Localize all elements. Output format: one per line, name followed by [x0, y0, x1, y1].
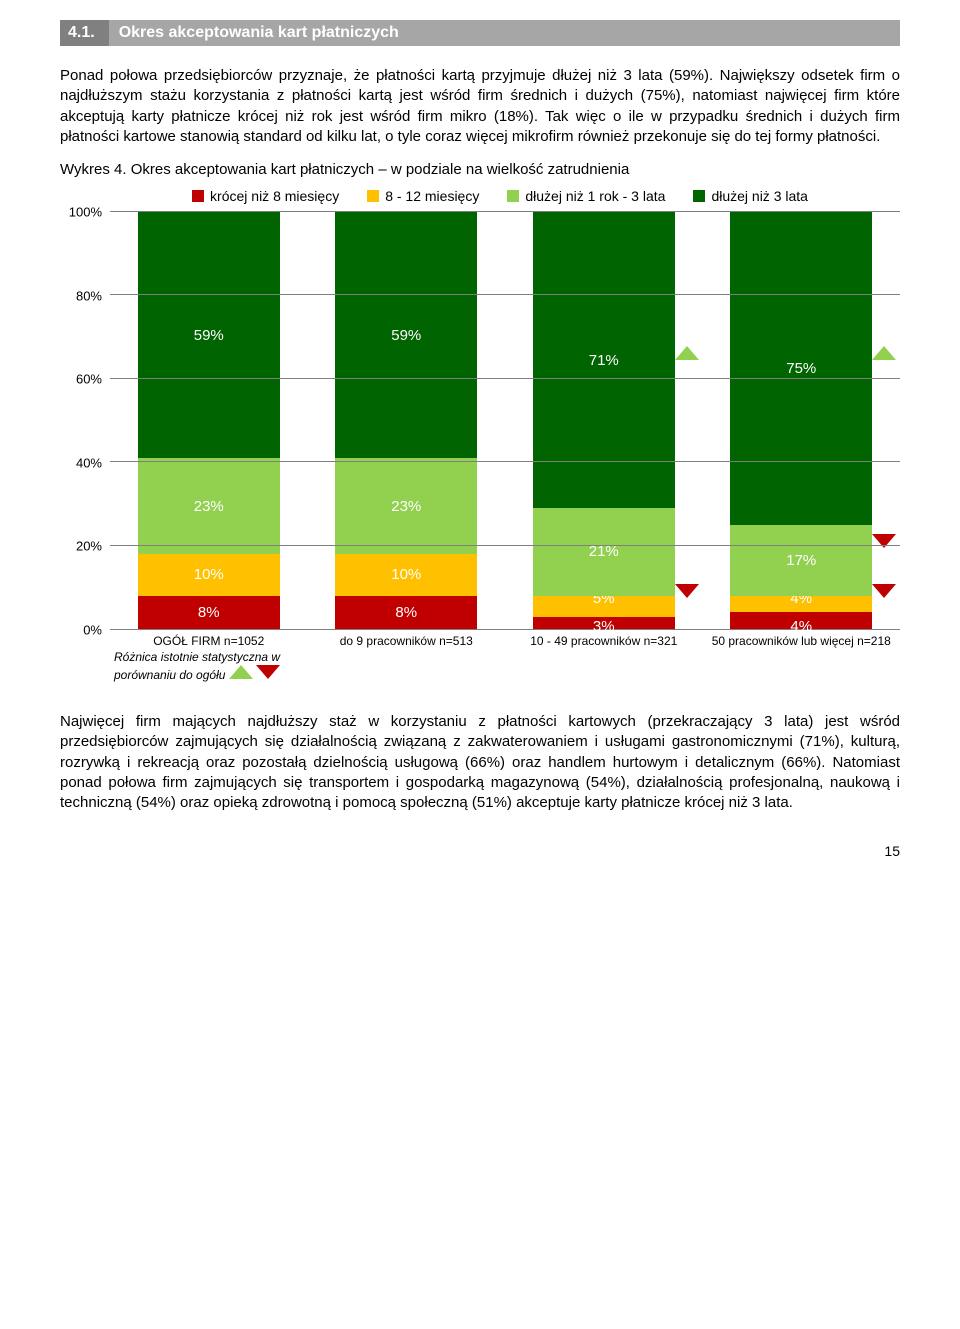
- y-tick: 60%: [76, 372, 102, 387]
- x-label: 10 - 49 pracowników n=321: [505, 630, 703, 672]
- bar-column: 8% 10% 23% 59%: [110, 212, 308, 629]
- bar-segment: 8%: [335, 596, 477, 629]
- segment-label: 75%: [786, 360, 816, 377]
- x-label: OGÓŁ FIRM n=1052Różnica istotnie statyst…: [110, 630, 308, 672]
- gridline: [110, 294, 900, 295]
- arrow-up-icon: [872, 346, 896, 360]
- section-title: Okres akceptowania kart płatniczych: [109, 20, 900, 46]
- arrow-down-icon: [872, 584, 896, 598]
- y-tick: 0%: [83, 623, 102, 638]
- legend-label: dłużej niż 3 lata: [711, 188, 808, 204]
- segment-label: 10%: [194, 566, 224, 583]
- gridline: [110, 545, 900, 546]
- legend-item: dłużej niż 1 rok - 3 lata: [507, 188, 665, 204]
- bar-segment: 10%: [335, 554, 477, 596]
- bar: 4%4% 17% 75%: [730, 212, 872, 629]
- legend-swatch: [693, 190, 705, 202]
- segment-label: 23%: [194, 498, 224, 515]
- segment-label: 23%: [391, 498, 421, 515]
- bar: 8% 10% 23% 59%: [335, 212, 477, 629]
- arrow-up-icon: [675, 346, 699, 360]
- bar-segment: 4%: [730, 596, 872, 613]
- bar-segment: 59%: [138, 212, 280, 458]
- chart: 0%20%40%60%80%100% 8%10%23%59%8%10%23%59…: [60, 212, 900, 672]
- segment-label: 59%: [391, 327, 421, 344]
- arrow-down-icon: [675, 584, 699, 598]
- legend-swatch: [507, 190, 519, 202]
- bar-segment: 75%: [730, 212, 872, 525]
- legend-item: 8 - 12 miesięcy: [367, 188, 479, 204]
- bars-container: 8% 10% 23% 59% 8% 10% 23% 59% 3%5% 21% 71% 4%4% 17% 7…: [110, 212, 900, 629]
- bar-segment: 23%: [335, 458, 477, 554]
- bar-segment: 10%: [138, 554, 280, 596]
- y-axis: 0%20%40%60%80%100%: [60, 212, 110, 630]
- bar: 8% 10% 23% 59%: [138, 212, 280, 629]
- segment-label: 71%: [589, 352, 619, 369]
- chart-legend: krócej niż 8 miesięcy 8 - 12 miesięcy dłuż…: [60, 188, 900, 204]
- bar-segment: 59%: [335, 212, 477, 458]
- legend-label: 8 - 12 miesięcy: [385, 188, 479, 204]
- segment-label: 59%: [194, 327, 224, 344]
- bar-segment: 4%: [730, 612, 872, 629]
- gridline: [110, 378, 900, 379]
- y-tick: 80%: [76, 288, 102, 303]
- legend-label: dłużej niż 1 rok - 3 lata: [525, 188, 665, 204]
- arrow-down-icon: [872, 534, 896, 550]
- bar-segment: 21%: [533, 508, 675, 596]
- x-axis-labels: OGÓŁ FIRM n=1052Różnica istotnie statyst…: [110, 630, 900, 672]
- bar-column: 3%5% 21% 71%: [505, 212, 703, 629]
- y-tick: 20%: [76, 539, 102, 554]
- bar-column: 8% 10% 23% 59%: [308, 212, 506, 629]
- legend-label: krócej niż 8 miesięcy: [210, 188, 339, 204]
- arrow-down-icon: [872, 584, 896, 600]
- page-number: 15: [60, 843, 900, 859]
- segment-label: 21%: [589, 543, 619, 560]
- arrow-down-icon: [872, 534, 896, 548]
- legend-swatch: [367, 190, 379, 202]
- arrow-up-icon: [229, 665, 253, 679]
- gridline: [110, 461, 900, 462]
- bar: 3%5% 21% 71%: [533, 212, 675, 629]
- section-header: 4.1. Okres akceptowania kart płatniczych: [60, 20, 900, 46]
- bar-segment: 3%: [533, 617, 675, 630]
- segment-label: 17%: [786, 552, 816, 569]
- bar-segment: 17%: [730, 525, 872, 596]
- bar-segment: 5%: [533, 596, 675, 617]
- paragraph-2: Najwięcej firm mających najdłuższy staż …: [60, 712, 900, 813]
- arrow-down-icon: [256, 665, 280, 679]
- segment-label: 8%: [395, 604, 417, 621]
- legend-item: krócej niż 8 miesięcy: [192, 188, 339, 204]
- legend-item: dłużej niż 3 lata: [693, 188, 808, 204]
- chart-footnote: Różnica istotnie statystyczna w porównan…: [114, 650, 304, 682]
- bar-segment: 8%: [138, 596, 280, 629]
- bar-column: 4%4% 17% 75%: [703, 212, 901, 629]
- x-label: 50 pracowników lub więcej n=218: [703, 630, 901, 672]
- y-tick: 40%: [76, 455, 102, 470]
- y-tick: 100%: [69, 205, 102, 220]
- plot-area: 8% 10% 23% 59% 8% 10% 23% 59% 3%5% 21% 71% 4%4% 17% 7…: [110, 212, 900, 630]
- bar-segment: 71%: [533, 212, 675, 508]
- chart-caption: Wykres 4. Okres akceptowania kart płatni…: [60, 161, 900, 178]
- x-label: do 9 pracowników n=513: [308, 630, 506, 672]
- section-number: 4.1.: [60, 20, 109, 46]
- gridline: [110, 211, 900, 212]
- arrow-down-icon: [675, 584, 699, 600]
- segment-label: 10%: [391, 566, 421, 583]
- legend-swatch: [192, 190, 204, 202]
- bar-segment: 23%: [138, 458, 280, 554]
- paragraph-1: Ponad połowa przedsiębiorców przyznaje, …: [60, 66, 900, 147]
- segment-label: 8%: [198, 604, 220, 621]
- arrow-up-icon: [872, 346, 896, 362]
- arrow-up-icon: [675, 346, 699, 362]
